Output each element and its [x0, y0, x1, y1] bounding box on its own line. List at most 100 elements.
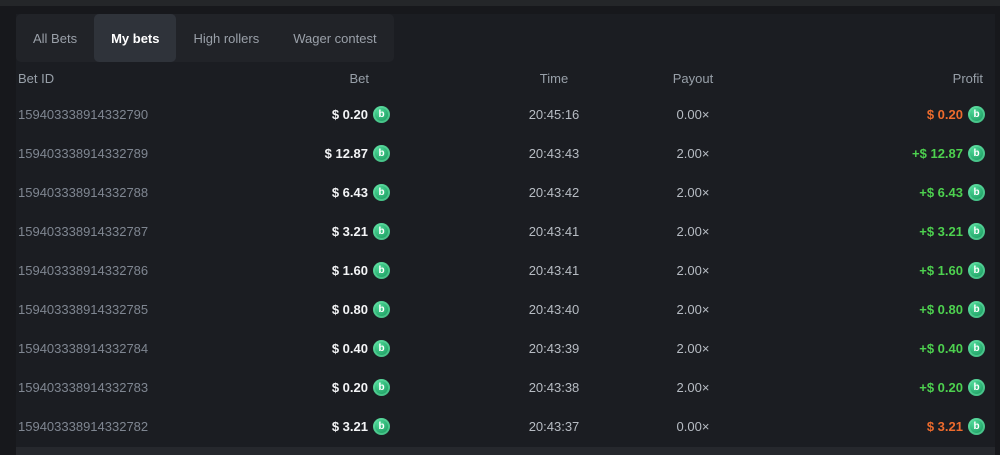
bet-amount-cell: $ 0.20 b [296, 379, 390, 396]
green-b-coin-icon: b [373, 418, 390, 435]
green-b-coin-icon: b [968, 262, 985, 279]
payout-multiplier-value: 2.00× [676, 263, 710, 278]
bet-amount-value: $ 3.21 [331, 419, 368, 434]
profit-value: +$ 1.60 [919, 263, 963, 278]
profit-cell: +$ 6.43 b [744, 184, 995, 201]
green-b-coin-icon: b [373, 106, 390, 123]
profit-value: +$ 0.40 [919, 341, 963, 356]
green-b-coin-icon: b [968, 418, 985, 435]
tab-wager-contest[interactable]: Wager contest [293, 30, 377, 46]
profit-value: +$ 0.80 [919, 302, 963, 317]
table-row[interactable]: 159403338914332785 $ 0.80 b 20:43:40 2.0… [16, 290, 995, 329]
green-b-coin-icon: b [968, 223, 985, 240]
green-b-coin-icon: b [968, 145, 985, 162]
bet-id-value: 159403338914332784 [18, 341, 149, 356]
top-divider-strip [0, 0, 1000, 6]
column-header-bet-id: Bet ID [18, 71, 55, 86]
next-row-preview [16, 447, 995, 455]
payout-multiplier-value: 2.00× [676, 185, 710, 200]
bet-id-value: 159403338914332785 [18, 302, 149, 317]
table-row[interactable]: 159403338914332784 $ 0.40 b 20:43:39 2.0… [16, 329, 995, 368]
payout-multiplier-value: 0.00× [676, 107, 710, 122]
bet-amount-value: $ 0.20 [331, 107, 368, 122]
tab-all-bets[interactable]: All Bets [33, 30, 78, 46]
bets-tab-bar: All Bets My bets High rollers Wager cont… [16, 14, 394, 62]
column-header-bet: Bet [349, 71, 369, 86]
green-b-coin-icon: b [373, 145, 390, 162]
profit-cell: +$ 12.87 b [744, 145, 995, 162]
bet-amount-cell: $ 12.87 b [296, 145, 390, 162]
bet-id-value: 159403338914332790 [18, 107, 149, 122]
bet-time-value: 20:45:16 [528, 107, 580, 122]
profit-value: +$ 12.87 [912, 146, 963, 161]
bet-id-value: 159403338914332788 [18, 185, 149, 200]
green-b-coin-icon: b [968, 340, 985, 357]
table-header-row: Bet ID Bet Time Payout Profit [16, 62, 995, 95]
bet-amount-value: $ 0.20 [331, 380, 368, 395]
bet-amount-value: $ 3.21 [331, 224, 368, 239]
green-b-coin-icon: b [373, 223, 390, 240]
bet-id-value: 159403338914332782 [18, 419, 149, 434]
column-header-time: Time [539, 71, 569, 86]
bet-amount-cell: $ 6.43 b [296, 184, 390, 201]
green-b-coin-icon: b [968, 301, 985, 318]
bet-time-value: 20:43:39 [528, 341, 580, 356]
table-row[interactable]: 159403338914332782 $ 3.21 b 20:43:37 0.0… [16, 407, 995, 446]
tab-high-rollers[interactable]: High rollers [193, 30, 260, 46]
bet-id-value: 159403338914332789 [18, 146, 149, 161]
bet-amount-value: $ 12.87 [324, 146, 368, 161]
profit-cell: +$ 1.60 b [744, 262, 995, 279]
bet-amount-cell: $ 3.21 b [296, 418, 390, 435]
profit-cell: $ 0.20 b [744, 106, 995, 123]
green-b-coin-icon: b [373, 379, 390, 396]
bet-time-value: 20:43:43 [528, 146, 580, 161]
bet-amount-value: $ 6.43 [331, 185, 368, 200]
profit-cell: +$ 3.21 b [744, 223, 995, 240]
profit-value: $ 3.21 [926, 419, 963, 434]
payout-multiplier-value: 2.00× [676, 146, 710, 161]
bets-panel: All Bets My bets High rollers Wager cont… [16, 14, 995, 455]
table-row[interactable]: 159403338914332788 $ 6.43 b 20:43:42 2.0… [16, 173, 995, 212]
profit-value: $ 0.20 [926, 107, 963, 122]
green-b-coin-icon: b [373, 301, 390, 318]
table-row[interactable]: 159403338914332787 $ 3.21 b 20:43:41 2.0… [16, 212, 995, 251]
green-b-coin-icon: b [373, 340, 390, 357]
bet-amount-cell: $ 0.20 b [296, 106, 390, 123]
profit-value: +$ 0.20 [919, 380, 963, 395]
green-b-coin-icon: b [968, 184, 985, 201]
table-row[interactable]: 159403338914332790 $ 0.20 b 20:45:16 0.0… [16, 95, 995, 134]
bet-time-value: 20:43:37 [528, 419, 580, 434]
payout-multiplier-value: 2.00× [676, 380, 710, 395]
payout-multiplier-value: 2.00× [676, 224, 710, 239]
bet-time-value: 20:43:38 [528, 380, 580, 395]
bet-amount-value: $ 1.60 [331, 263, 368, 278]
bet-id-value: 159403338914332786 [18, 263, 149, 278]
column-header-profit: Profit [952, 71, 983, 86]
table-row[interactable]: 159403338914332789 $ 12.87 b 20:43:43 2.… [16, 134, 995, 173]
profit-value: +$ 3.21 [919, 224, 963, 239]
payout-multiplier-value: 2.00× [676, 302, 710, 317]
bet-id-value: 159403338914332787 [18, 224, 149, 239]
green-b-coin-icon: b [968, 379, 985, 396]
table-row[interactable]: 159403338914332786 $ 1.60 b 20:43:41 2.0… [16, 251, 995, 290]
profit-cell: +$ 0.40 b [744, 340, 995, 357]
tab-my-bets[interactable]: My bets [94, 14, 177, 62]
bet-amount-value: $ 0.40 [331, 341, 368, 356]
bet-amount-cell: $ 1.60 b [296, 262, 390, 279]
bet-amount-cell: $ 0.40 b [296, 340, 390, 357]
bet-time-value: 20:43:40 [528, 302, 580, 317]
bet-amount-cell: $ 0.80 b [296, 301, 390, 318]
bet-time-value: 20:43:42 [528, 185, 580, 200]
green-b-coin-icon: b [373, 262, 390, 279]
payout-multiplier-value: 2.00× [676, 341, 710, 356]
bet-amount-cell: $ 3.21 b [296, 223, 390, 240]
profit-cell: +$ 0.20 b [744, 379, 995, 396]
green-b-coin-icon: b [968, 106, 985, 123]
profit-cell: $ 3.21 b [744, 418, 995, 435]
table-body: 159403338914332790 $ 0.20 b 20:45:16 0.0… [16, 95, 995, 446]
bet-time-value: 20:43:41 [528, 263, 580, 278]
table-row[interactable]: 159403338914332783 $ 0.20 b 20:43:38 2.0… [16, 368, 995, 407]
bet-amount-value: $ 0.80 [331, 302, 368, 317]
profit-value: +$ 6.43 [919, 185, 963, 200]
bet-id-value: 159403338914332783 [18, 380, 149, 395]
